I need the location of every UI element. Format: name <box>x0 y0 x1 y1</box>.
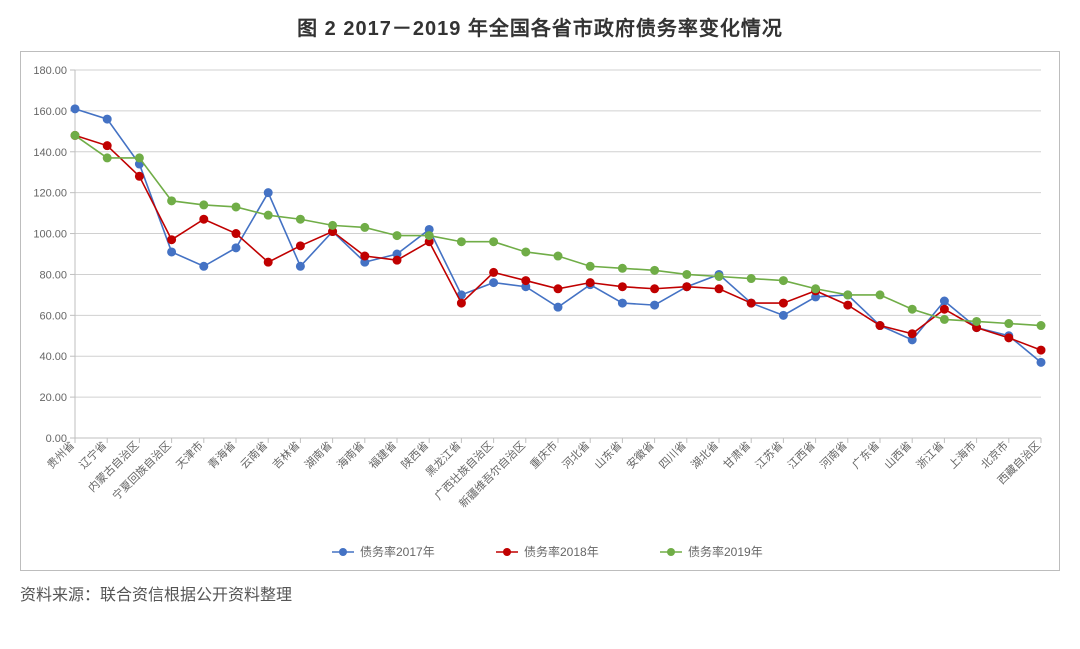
svg-text:债务率2017年: 债务率2017年 <box>360 544 435 559</box>
svg-text:湖北省: 湖北省 <box>689 439 722 472</box>
svg-text:安徽省: 安徽省 <box>623 438 656 471</box>
svg-text:四川省: 四川省 <box>656 439 689 472</box>
svg-text:云南省: 云南省 <box>238 439 271 472</box>
svg-text:山东省: 山东省 <box>592 439 625 472</box>
svg-text:青海省: 青海省 <box>205 438 238 471</box>
svg-text:180.00: 180.00 <box>33 65 67 77</box>
svg-text:广东省: 广东省 <box>850 439 883 472</box>
chart-title: 图 2 2017－2019 年全国各省市政府债务率变化情况 <box>20 12 1060 41</box>
svg-text:河北省: 河北省 <box>560 439 593 472</box>
svg-text:100.00: 100.00 <box>33 229 67 241</box>
svg-text:江苏省: 江苏省 <box>753 439 786 472</box>
svg-text:湖南省: 湖南省 <box>302 439 335 472</box>
svg-text:福建省: 福建省 <box>366 438 399 471</box>
svg-text:海南省: 海南省 <box>334 438 367 471</box>
svg-text:陕西省: 陕西省 <box>398 438 431 471</box>
chart-container: 0.0020.0040.0060.0080.00100.00120.00140.… <box>20 51 1060 571</box>
svg-text:吉林省: 吉林省 <box>269 438 302 471</box>
svg-text:60.00: 60.00 <box>39 310 67 322</box>
svg-text:债务率2019年: 债务率2019年 <box>688 544 763 559</box>
svg-text:江西省: 江西省 <box>785 439 818 472</box>
svg-text:债务率2018年: 债务率2018年 <box>524 544 599 559</box>
svg-text:甘肃省: 甘肃省 <box>721 439 754 472</box>
svg-text:140.00: 140.00 <box>33 147 67 159</box>
svg-text:重庆市: 重庆市 <box>527 438 560 471</box>
line-chart: 0.0020.0040.0060.0080.00100.00120.00140.… <box>21 52 1059 570</box>
svg-text:天津市: 天津市 <box>173 438 206 471</box>
svg-text:浙江省: 浙江省 <box>914 439 947 472</box>
svg-text:山西省: 山西省 <box>882 439 915 472</box>
source-note: 资料来源：联合资信根据公开资料整理 <box>20 581 1060 605</box>
svg-text:160.00: 160.00 <box>33 106 67 118</box>
svg-text:辽宁省: 辽宁省 <box>76 438 109 471</box>
svg-text:北京市: 北京市 <box>978 438 1011 471</box>
svg-text:80.00: 80.00 <box>39 269 67 281</box>
svg-text:40.00: 40.00 <box>39 351 67 363</box>
svg-text:河南省: 河南省 <box>817 439 850 472</box>
svg-text:上海市: 上海市 <box>945 438 978 471</box>
svg-text:120.00: 120.00 <box>33 188 67 200</box>
svg-text:20.00: 20.00 <box>39 392 67 404</box>
